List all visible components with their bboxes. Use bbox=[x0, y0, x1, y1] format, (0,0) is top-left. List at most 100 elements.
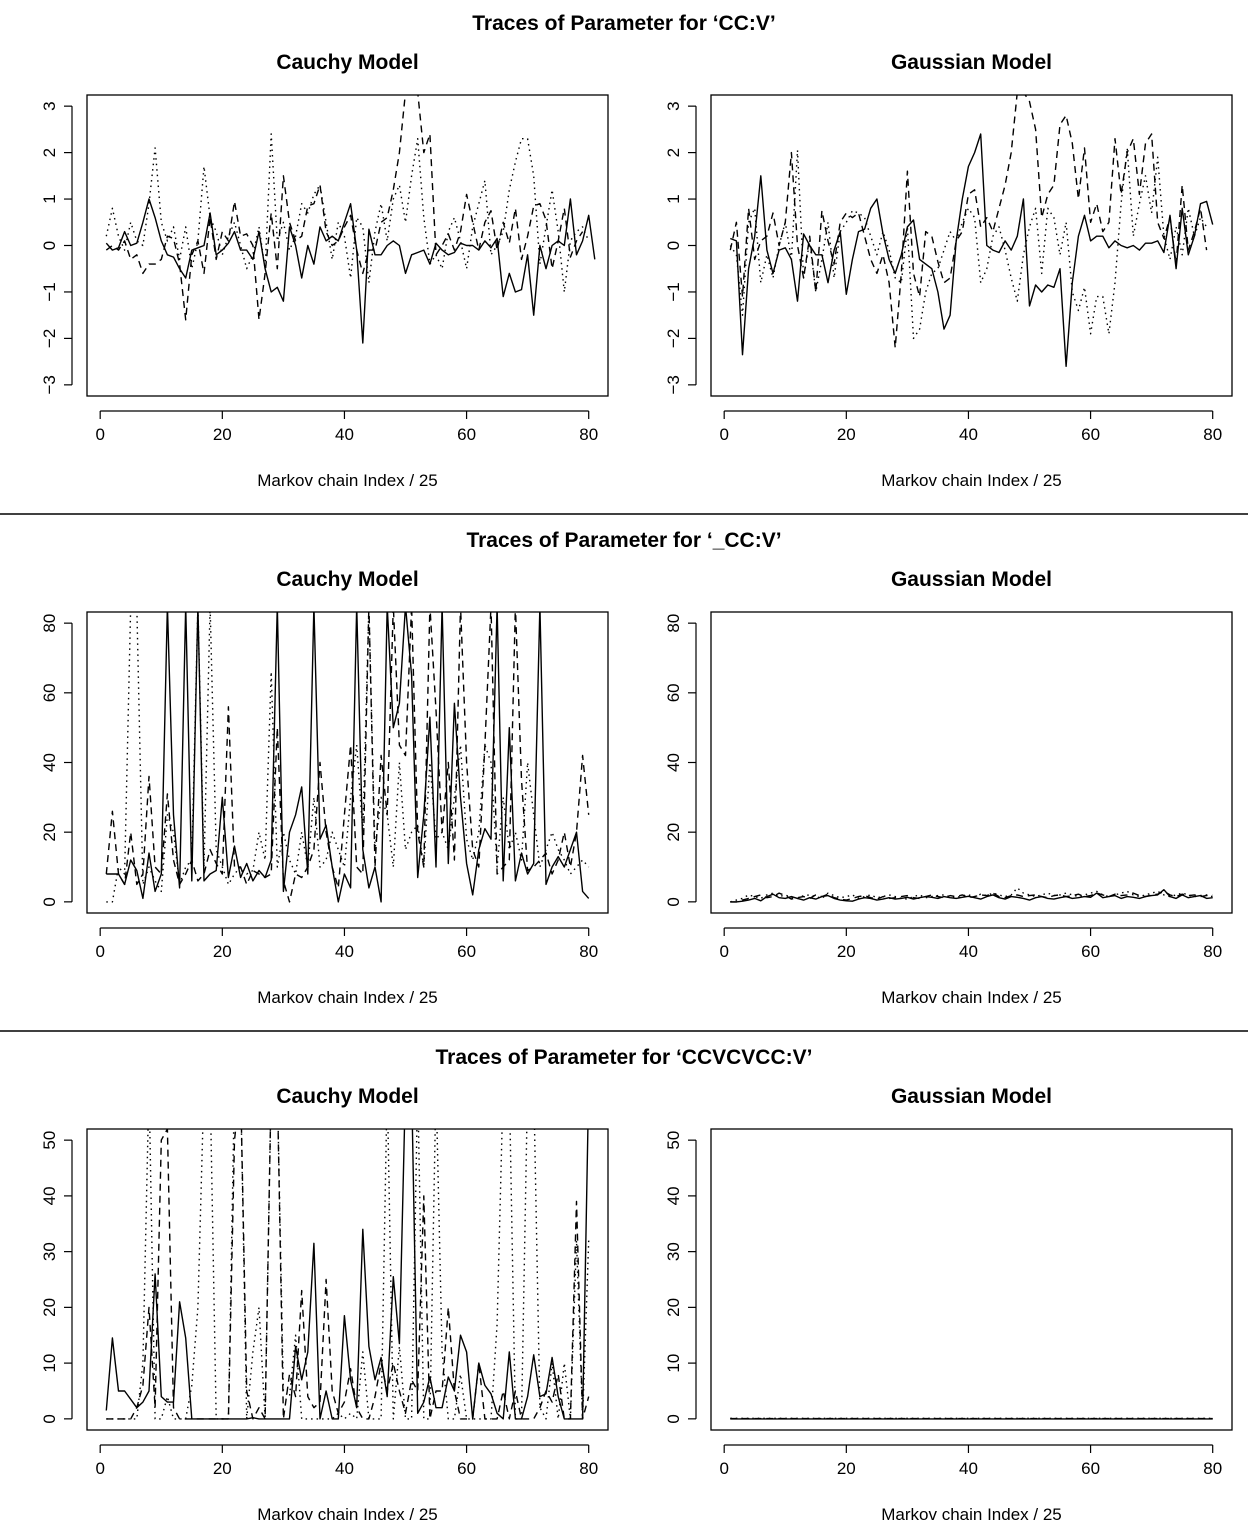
x-tick-label: 40 bbox=[335, 942, 354, 961]
x-axis-label: Markov chain Index / 25 bbox=[257, 1505, 437, 1524]
y-tick-label: 0 bbox=[664, 897, 683, 906]
y-tick-label: 3 bbox=[40, 101, 59, 110]
trace-line-dashed bbox=[729, 95, 1208, 349]
x-tick-label: 40 bbox=[335, 1459, 354, 1478]
x-tick-label: 20 bbox=[213, 942, 232, 961]
x-axis-label: Markov chain Index / 25 bbox=[881, 1505, 1061, 1524]
y-tick-label: 20 bbox=[664, 1298, 683, 1317]
section-title: Traces of Parameter for ‘_CC:V’ bbox=[466, 529, 781, 552]
y-tick-label: 0 bbox=[664, 241, 683, 250]
panel-title: Cauchy Model bbox=[276, 51, 418, 74]
y-tick-label: 3 bbox=[664, 101, 683, 110]
y-tick-label: 40 bbox=[40, 753, 59, 772]
x-tick-label: 60 bbox=[1081, 425, 1100, 444]
panel-title: Gaussian Model bbox=[891, 1085, 1052, 1108]
y-tick-label: −3 bbox=[664, 375, 683, 394]
panel-title: Cauchy Model bbox=[276, 568, 418, 591]
y-tick-label: 20 bbox=[40, 823, 59, 842]
plot-frame bbox=[86, 1128, 609, 1431]
trace-section: Traces of Parameter for ‘CC:V’ Cauchy Mod… bbox=[40, 12, 1233, 490]
trace-line-dashed bbox=[730, 890, 1213, 903]
trace-line-solid bbox=[105, 198, 596, 344]
x-axis-label: Markov chain Index / 25 bbox=[881, 471, 1061, 490]
y-tick-label: 40 bbox=[40, 1186, 59, 1205]
x-tick-label: 20 bbox=[213, 1459, 232, 1478]
plot-frame bbox=[86, 94, 609, 397]
panel-title: Gaussian Model bbox=[891, 568, 1052, 591]
trace-line-solid bbox=[106, 612, 590, 903]
x-tick-label: 20 bbox=[837, 425, 856, 444]
y-tick-label: 80 bbox=[40, 614, 59, 633]
y-tick-label: 60 bbox=[40, 683, 59, 702]
x-tick-label: 40 bbox=[959, 425, 978, 444]
trace-line-dashed bbox=[105, 612, 590, 903]
x-tick-label: 0 bbox=[95, 1459, 104, 1478]
series-group bbox=[729, 95, 1214, 367]
trace-section: Traces of Parameter for ‘_CC:V’ Cauchy Mo… bbox=[40, 529, 1233, 1007]
trace-panel: Cauchy Model 0 20 40 60 80 Markov chain Index … bbox=[40, 568, 609, 1007]
plot-frame bbox=[710, 611, 1233, 914]
trace-section: Traces of Parameter for ‘CCVCVCC:V’ Cauch… bbox=[40, 1046, 1233, 1524]
x-tick-label: 80 bbox=[579, 942, 598, 961]
y-tick-label: 0 bbox=[664, 1414, 683, 1423]
x-axis-label: Markov chain Index / 25 bbox=[257, 471, 437, 490]
y-tick-label: 10 bbox=[40, 1354, 59, 1373]
x-axis-label: Markov chain Index / 25 bbox=[881, 988, 1061, 1007]
x-tick-label: 0 bbox=[95, 942, 104, 961]
x-tick-label: 80 bbox=[1203, 425, 1222, 444]
y-tick-label: 0 bbox=[40, 1414, 59, 1423]
x-tick-label: 0 bbox=[95, 425, 104, 444]
series-group bbox=[105, 612, 590, 903]
trace-line-dotted bbox=[106, 1129, 590, 1420]
trace-line-solid bbox=[105, 1129, 589, 1420]
trace-line-dotted bbox=[729, 147, 1208, 340]
x-tick-label: 60 bbox=[457, 1459, 476, 1478]
trace-panel: Cauchy Model 0 20 40 60 80 Markov chain Index … bbox=[40, 1085, 609, 1524]
panel-title: Cauchy Model bbox=[276, 1085, 418, 1108]
y-tick-label: 50 bbox=[664, 1131, 683, 1150]
y-tick-label: 30 bbox=[40, 1242, 59, 1261]
y-tick-label: 1 bbox=[40, 194, 59, 203]
x-tick-label: 0 bbox=[719, 942, 728, 961]
y-tick-label: −1 bbox=[40, 282, 59, 301]
series-group bbox=[730, 1417, 1213, 1420]
x-tick-label: 80 bbox=[579, 1459, 598, 1478]
x-tick-label: 60 bbox=[1081, 1459, 1100, 1478]
y-tick-label: −3 bbox=[40, 375, 59, 394]
series-group bbox=[105, 1129, 590, 1420]
y-tick-label: 60 bbox=[664, 683, 683, 702]
trace-line-dashed bbox=[106, 1129, 590, 1420]
y-tick-label: 20 bbox=[40, 1298, 59, 1317]
x-tick-label: 60 bbox=[457, 425, 476, 444]
x-tick-label: 80 bbox=[579, 425, 598, 444]
series-group bbox=[105, 95, 596, 344]
plot-frame bbox=[710, 1128, 1233, 1431]
x-tick-label: 40 bbox=[959, 942, 978, 961]
y-tick-label: 40 bbox=[664, 1186, 683, 1205]
trace-line-dashed bbox=[105, 95, 584, 321]
y-tick-label: 2 bbox=[40, 148, 59, 157]
x-tick-label: 20 bbox=[213, 425, 232, 444]
trace-line-dotted bbox=[105, 133, 590, 293]
x-tick-label: 0 bbox=[719, 425, 728, 444]
y-tick-label: 2 bbox=[664, 148, 683, 157]
plot-frame bbox=[86, 611, 609, 914]
x-tick-label: 60 bbox=[1081, 942, 1100, 961]
x-tick-label: 40 bbox=[335, 425, 354, 444]
y-tick-label: 0 bbox=[40, 241, 59, 250]
y-tick-label: 10 bbox=[664, 1354, 683, 1373]
trace-line-dotted bbox=[730, 887, 1213, 903]
y-tick-label: 40 bbox=[664, 753, 683, 772]
y-tick-label: −2 bbox=[40, 329, 59, 348]
x-axis-label: Markov chain Index / 25 bbox=[257, 988, 437, 1007]
panel-title: Gaussian Model bbox=[891, 51, 1052, 74]
plot-frame bbox=[710, 94, 1233, 397]
x-tick-label: 40 bbox=[959, 1459, 978, 1478]
y-tick-label: 0 bbox=[40, 897, 59, 906]
trace-line-dotted bbox=[106, 612, 590, 903]
x-tick-label: 60 bbox=[457, 942, 476, 961]
